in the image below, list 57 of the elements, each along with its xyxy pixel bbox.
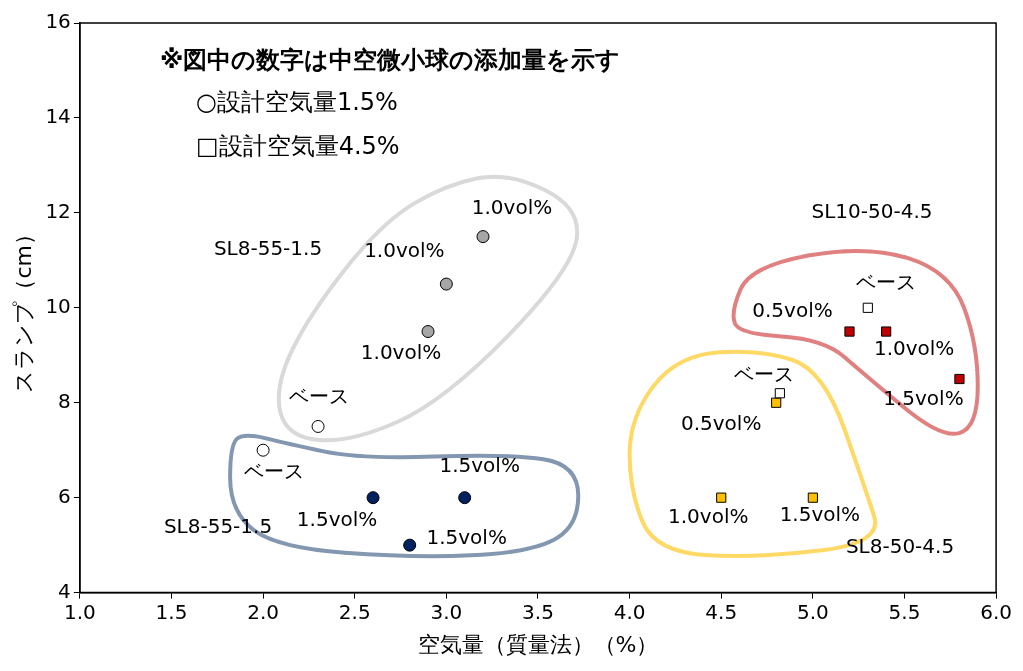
y-axis-title: スランプ（cm） [10,223,36,393]
x-tick-label: 6.0 [980,599,1012,624]
annotation: 1.0vol% [360,339,442,364]
annotation: 1.5vol% [426,525,507,550]
annotation: 0.5vol% [752,297,833,322]
annotation: ベース [244,459,305,484]
x-tick-label: 5.0 [796,599,829,624]
y-tick-label: 14 [45,104,71,129]
annotation: 1.0vol% [471,194,553,219]
annotation: 1.0vol% [668,503,749,528]
annotation: ※図中の数字は中空微小球の添加量を示す [160,46,621,75]
x-tick-label: 3.0 [430,599,463,624]
x-tick-label: 2.5 [338,599,371,624]
annotation: 1.5vol% [439,452,520,477]
point [774,388,785,399]
point [716,492,727,503]
point [458,491,472,505]
point [421,325,435,339]
point [256,443,270,457]
point [862,302,873,313]
point [954,373,965,385]
annotation: SL8-55-1.5 [163,514,273,539]
x-tick-label: 1.5 [155,599,188,624]
point [403,538,417,552]
x-tick-label: 4.5 [705,599,738,624]
y-tick-label: 6 [58,483,71,508]
point [366,491,380,505]
annotation: 1.0vol% [364,238,445,263]
annotation: □設計空気量4.5% [196,132,400,161]
annotation: 1.5vol% [296,506,378,531]
point [476,230,490,244]
annotation: ベース [733,362,794,387]
point [844,326,855,337]
point [881,326,892,337]
annotation: SL8-50-4.5 [845,534,955,559]
annotation: 1.0vol% [873,335,955,360]
annotation: 1.5vol% [779,501,861,526]
point [439,277,453,291]
point [771,397,782,408]
y-tick-label: 12 [45,199,71,224]
x-axis-title: 空気量（質量法）（%） [417,631,659,657]
x-tick-label: 2.0 [247,599,279,624]
point [311,419,325,433]
y-tick-label: 16 [45,9,71,34]
annotation: ○設計空気量1.5% [196,88,398,117]
x-tick-label: 4.0 [613,599,646,624]
annotation: 0.5vol% [680,410,762,435]
y-tick-label: 10 [45,294,71,318]
annotation: ベース [289,383,350,408]
x-tick-label: 5.5 [888,599,921,624]
x-tick-label: 3.5 [522,599,554,624]
point [807,492,818,503]
annotation: SL8-55-1.5 [213,236,323,261]
annotation: 1.5vol% [883,386,964,411]
annotation: ベース [855,270,916,294]
y-tick-label: 8 [58,388,71,413]
annotation: SL10-50-4.5 [811,199,933,224]
